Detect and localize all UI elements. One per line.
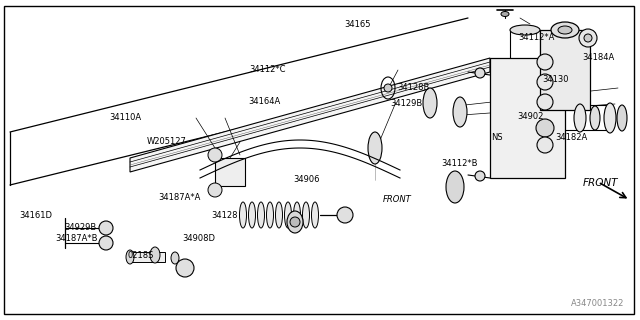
Text: 34902: 34902 <box>517 112 543 121</box>
Ellipse shape <box>248 202 255 228</box>
Bar <box>540 30 590 110</box>
Text: 34164A: 34164A <box>248 97 280 106</box>
Ellipse shape <box>446 171 464 203</box>
Text: W205127: W205127 <box>147 137 187 146</box>
Text: 34112*A: 34112*A <box>518 33 555 42</box>
Bar <box>215 158 245 186</box>
Ellipse shape <box>574 104 586 132</box>
Text: 34112*C: 34112*C <box>250 65 286 74</box>
Ellipse shape <box>275 202 282 228</box>
Text: FRONT: FRONT <box>583 178 618 188</box>
Text: 34130: 34130 <box>543 75 569 84</box>
Circle shape <box>290 217 300 227</box>
Circle shape <box>208 148 222 162</box>
Text: 34112*B: 34112*B <box>442 159 478 168</box>
Text: 0218S: 0218S <box>128 252 154 260</box>
Text: 34165: 34165 <box>344 20 371 29</box>
Text: 34908D: 34908D <box>182 234 216 243</box>
Text: 34129B: 34129B <box>390 100 422 108</box>
Ellipse shape <box>285 202 291 228</box>
Circle shape <box>99 221 113 235</box>
Ellipse shape <box>453 97 467 127</box>
Text: 34187A*B: 34187A*B <box>55 234 97 243</box>
Text: 34161D: 34161D <box>19 211 52 220</box>
Circle shape <box>384 84 392 92</box>
Polygon shape <box>130 58 490 172</box>
Circle shape <box>99 236 113 250</box>
Ellipse shape <box>303 202 310 228</box>
Ellipse shape <box>239 202 246 228</box>
Circle shape <box>537 74 553 90</box>
Ellipse shape <box>551 22 579 38</box>
Ellipse shape <box>171 252 179 264</box>
Bar <box>490 58 565 178</box>
Text: 34110A: 34110A <box>109 113 141 122</box>
Ellipse shape <box>510 25 540 35</box>
Text: 34128: 34128 <box>211 211 237 220</box>
Circle shape <box>537 94 553 110</box>
Circle shape <box>475 171 485 181</box>
Text: 34184A: 34184A <box>582 53 614 62</box>
Circle shape <box>337 207 353 223</box>
Text: 34929B: 34929B <box>64 223 96 232</box>
Circle shape <box>537 137 553 153</box>
Text: NS: NS <box>492 133 503 142</box>
Ellipse shape <box>257 202 264 228</box>
Circle shape <box>208 183 222 197</box>
Ellipse shape <box>604 103 616 133</box>
Ellipse shape <box>617 105 627 131</box>
Text: FRONT: FRONT <box>383 195 412 204</box>
Bar <box>130 252 165 262</box>
Ellipse shape <box>558 26 572 34</box>
Circle shape <box>537 54 553 70</box>
Circle shape <box>475 68 485 78</box>
Circle shape <box>584 34 592 42</box>
Ellipse shape <box>501 12 509 17</box>
Circle shape <box>579 29 597 47</box>
Ellipse shape <box>294 202 301 228</box>
Ellipse shape <box>312 202 319 228</box>
Text: 34128B: 34128B <box>397 83 429 92</box>
Circle shape <box>176 259 194 277</box>
Ellipse shape <box>368 132 382 164</box>
Ellipse shape <box>287 211 303 233</box>
Text: A347001322: A347001322 <box>571 299 624 308</box>
Ellipse shape <box>423 88 437 118</box>
Ellipse shape <box>126 250 134 264</box>
Text: 34182A: 34182A <box>556 133 588 142</box>
Ellipse shape <box>150 247 160 263</box>
Ellipse shape <box>590 106 600 130</box>
Circle shape <box>536 119 554 137</box>
Text: 34906: 34906 <box>293 175 319 184</box>
Text: 34187A*A: 34187A*A <box>159 193 201 202</box>
Ellipse shape <box>266 202 273 228</box>
